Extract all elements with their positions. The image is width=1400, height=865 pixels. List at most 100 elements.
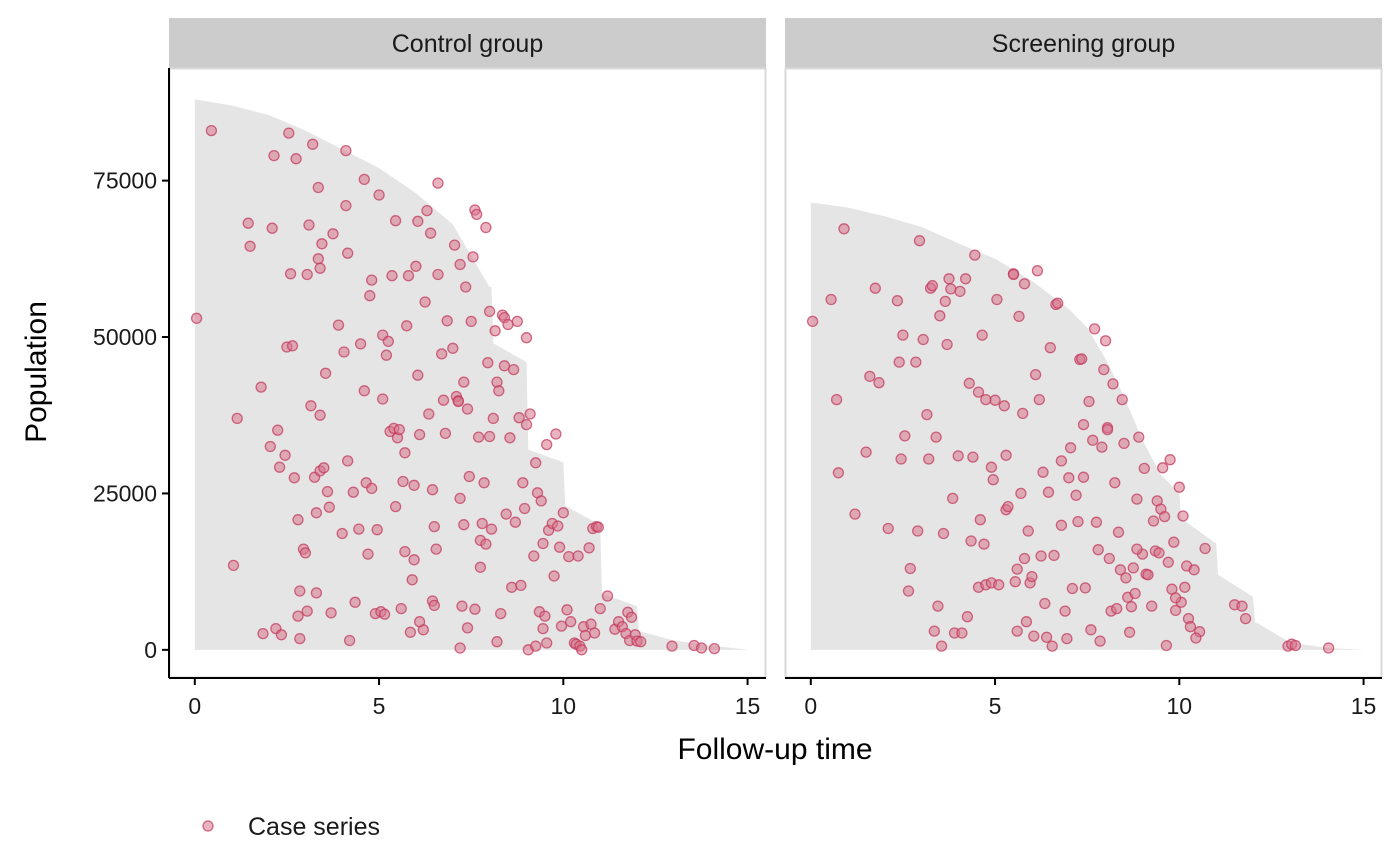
- data-point: [838, 223, 850, 235]
- data-point: [428, 599, 440, 612]
- data-point: [413, 616, 426, 628]
- data-point: [307, 138, 319, 150]
- data-point: [588, 627, 601, 639]
- panel-strip: [785, 18, 1382, 68]
- data-point: [1029, 368, 1042, 381]
- data-point: [517, 477, 529, 489]
- data-point: [1118, 437, 1130, 450]
- data-point: [954, 285, 966, 298]
- data-point: [1052, 297, 1064, 309]
- data-point: [537, 537, 549, 550]
- data-point: [410, 260, 422, 272]
- data-point: [1111, 602, 1123, 615]
- data-point: [873, 377, 885, 389]
- data-point: [1160, 639, 1173, 652]
- data-point: [932, 600, 944, 612]
- data-point: [1125, 601, 1138, 613]
- data-point: [601, 590, 614, 602]
- data-point: [1033, 393, 1045, 406]
- data-point: [1179, 581, 1191, 593]
- data-point: [895, 453, 907, 465]
- data-point: [1039, 597, 1051, 610]
- data-point: [412, 215, 424, 227]
- data-point: [561, 604, 573, 616]
- data-point: [393, 423, 405, 436]
- data-point: [380, 349, 393, 361]
- data-point: [945, 283, 957, 295]
- data-point: [471, 208, 483, 221]
- data-point: [436, 348, 448, 360]
- data-point: [539, 610, 551, 622]
- data-point: [541, 438, 553, 451]
- data-point: [205, 124, 218, 137]
- data-point: [1164, 454, 1176, 466]
- data-point: [1177, 510, 1189, 522]
- panel-1: Screening group 0 5 10 15: [784, 18, 1383, 719]
- data-point: [500, 508, 512, 520]
- data-point: [882, 522, 894, 535]
- data-point: [1042, 486, 1055, 498]
- data-point: [504, 432, 516, 444]
- y-tick-label: 75000: [93, 168, 157, 194]
- data-point: [314, 262, 326, 274]
- data-point: [1236, 600, 1248, 612]
- data-point: [404, 626, 417, 638]
- data-point: [910, 356, 922, 368]
- data-point: [1076, 353, 1088, 365]
- data-point: [998, 400, 1010, 412]
- data-point: [343, 634, 356, 647]
- data-point: [366, 274, 378, 286]
- data-point: [961, 611, 974, 623]
- data-point: [426, 484, 439, 496]
- data-point: [485, 523, 498, 535]
- data-point: [353, 523, 365, 535]
- data-point: [923, 453, 935, 465]
- data-point: [1077, 418, 1090, 431]
- data-point: [1055, 519, 1068, 531]
- data-point: [572, 550, 584, 562]
- data-point: [1153, 547, 1165, 559]
- data-point: [373, 189, 385, 201]
- data-point: [991, 293, 1003, 306]
- data-point: [319, 367, 332, 379]
- data-point: [550, 428, 562, 440]
- data-point: [502, 318, 514, 331]
- data-point: [1289, 639, 1302, 652]
- data-point: [266, 222, 278, 234]
- data-point: [1018, 552, 1031, 565]
- legend-key-point: [202, 820, 214, 832]
- data-point: [454, 258, 466, 271]
- data-point: [354, 338, 367, 350]
- data-point: [389, 500, 402, 513]
- legend-label-case-series: Case series: [248, 813, 380, 841]
- data-point: [528, 550, 540, 562]
- data-point: [412, 369, 424, 381]
- data-point: [515, 579, 527, 592]
- data-point: [520, 332, 533, 344]
- data-point: [1114, 564, 1127, 576]
- data-point: [1184, 621, 1197, 633]
- data-point: [1168, 536, 1180, 548]
- data-point: [557, 507, 569, 519]
- x-tick-label: 5: [373, 693, 386, 719]
- data-point: [980, 393, 992, 406]
- data-point: [349, 596, 361, 608]
- x-tick-label: 5: [989, 693, 1002, 719]
- data-point: [1322, 642, 1335, 654]
- data-point: [483, 430, 496, 443]
- data-point: [1103, 552, 1115, 565]
- data-point: [283, 127, 295, 139]
- data-point: [1009, 576, 1021, 588]
- data-point: [378, 608, 391, 620]
- data-point: [432, 268, 444, 281]
- data-point: [498, 360, 511, 372]
- panel-strip-label: Control group: [392, 30, 543, 58]
- data-point: [1199, 542, 1211, 555]
- data-point: [399, 447, 411, 459]
- data-point: [288, 472, 300, 484]
- data-point: [956, 627, 968, 639]
- data-point: [507, 363, 520, 376]
- data-point: [825, 293, 837, 306]
- x-tick-label: 10: [551, 693, 577, 719]
